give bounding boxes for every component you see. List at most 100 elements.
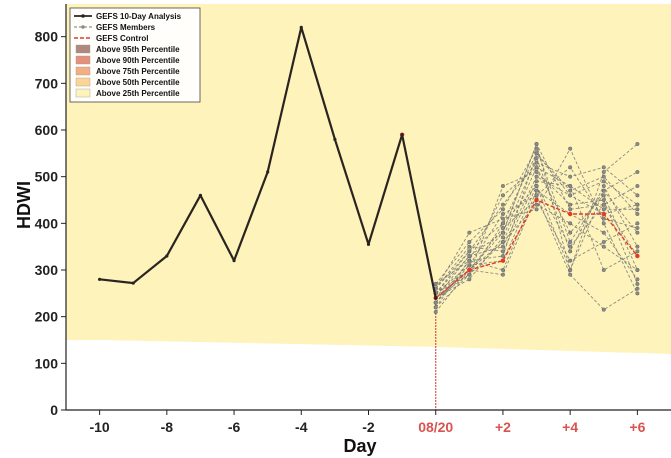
member-point	[500, 193, 505, 198]
x-tick-label: -10	[89, 419, 109, 435]
member-point	[467, 249, 472, 254]
x-tick-label: -4	[295, 419, 308, 435]
member-point	[534, 165, 539, 170]
member-point	[500, 183, 505, 188]
member-point	[534, 193, 539, 198]
y-tick-label: 100	[35, 355, 59, 371]
member-point	[500, 239, 505, 244]
member-point	[635, 221, 640, 226]
legend-swatch-band	[75, 44, 91, 54]
member-point	[568, 230, 573, 235]
control-point	[500, 258, 506, 263]
member-point	[568, 258, 573, 263]
member-point	[635, 141, 640, 146]
member-point	[467, 258, 472, 263]
member-point	[601, 268, 606, 273]
member-point	[601, 197, 606, 202]
member-point	[635, 211, 640, 216]
member-point	[534, 183, 539, 188]
analysis-point	[98, 277, 102, 281]
member-point	[601, 239, 606, 244]
member-point	[467, 239, 472, 244]
member-point	[601, 183, 606, 188]
legend-swatch-band	[75, 55, 91, 65]
member-point	[601, 216, 606, 221]
member-point	[534, 160, 539, 165]
control-point	[534, 197, 539, 203]
member-point	[568, 188, 573, 193]
member-point	[601, 188, 606, 193]
member-point	[467, 277, 472, 282]
analysis-point	[333, 137, 337, 141]
member-point	[433, 305, 438, 310]
member-point	[568, 239, 573, 244]
legend-label: Above 90th Percentile	[96, 56, 180, 65]
analysis-point	[299, 25, 303, 29]
member-point	[467, 253, 472, 258]
y-tick-label: 300	[35, 262, 59, 278]
member-point	[635, 249, 640, 254]
member-point	[433, 300, 438, 305]
member-point	[635, 169, 640, 174]
member-point	[635, 268, 640, 273]
y-axis-title: HDWI	[14, 181, 34, 229]
legend-marker-analysis	[81, 14, 85, 18]
member-point	[635, 277, 640, 282]
member-point	[568, 183, 573, 188]
legend-marker-members	[81, 25, 85, 29]
member-point	[500, 230, 505, 235]
member-point	[601, 202, 606, 207]
member-point	[568, 193, 573, 198]
member-point	[500, 202, 505, 207]
control-point	[567, 211, 573, 217]
member-point	[635, 202, 640, 207]
member-point	[534, 155, 539, 160]
x-tick-label: +4	[562, 419, 578, 435]
x-tick-label: -2	[362, 419, 375, 435]
member-point	[534, 202, 539, 207]
gefs-analysis	[98, 25, 438, 300]
member-point	[500, 249, 505, 254]
member-point	[500, 253, 505, 258]
member-point	[467, 263, 472, 268]
member-point	[500, 225, 505, 230]
analysis-point	[198, 193, 203, 197]
member-point	[568, 174, 573, 179]
analysis-point	[131, 281, 135, 285]
x-tick-label: +6	[629, 419, 645, 435]
member-point	[601, 165, 606, 170]
control-point	[601, 211, 606, 217]
x-axis-title: Day	[343, 436, 376, 456]
x-tick-label: 08/20	[418, 419, 453, 435]
member-point	[635, 282, 640, 287]
member-point	[635, 230, 640, 235]
control-point	[467, 267, 472, 273]
tick-labels: 0 100 200 300 400 500 600 700 800 -10 -8 -6 -4 -2 08/2…	[35, 29, 646, 435]
y-tick-label: 0	[50, 402, 58, 418]
member-point	[500, 221, 505, 226]
legend-label: Above 75th Percentile	[96, 67, 180, 76]
x-tick-label: -8	[161, 419, 174, 435]
member-point	[568, 165, 573, 170]
member-point	[500, 216, 505, 221]
y-tick-label: 200	[35, 309, 59, 325]
member-point	[534, 207, 539, 212]
member-point	[635, 244, 640, 249]
member-point	[534, 188, 539, 193]
member-point	[500, 211, 505, 216]
x-tick-label: +2	[495, 419, 511, 435]
member-point	[601, 169, 606, 174]
legend-label: GEFS Control	[96, 34, 148, 43]
legend-label: Above 50th Percentile	[96, 78, 180, 87]
member-point	[500, 268, 505, 273]
member-point	[534, 179, 539, 184]
member-point	[601, 244, 606, 249]
member-point	[568, 244, 573, 249]
member-point	[500, 272, 505, 277]
member-point	[601, 230, 606, 235]
legend-swatch-band	[75, 66, 91, 76]
member-point	[635, 291, 640, 296]
member-point	[433, 282, 438, 287]
control-point	[635, 253, 640, 259]
